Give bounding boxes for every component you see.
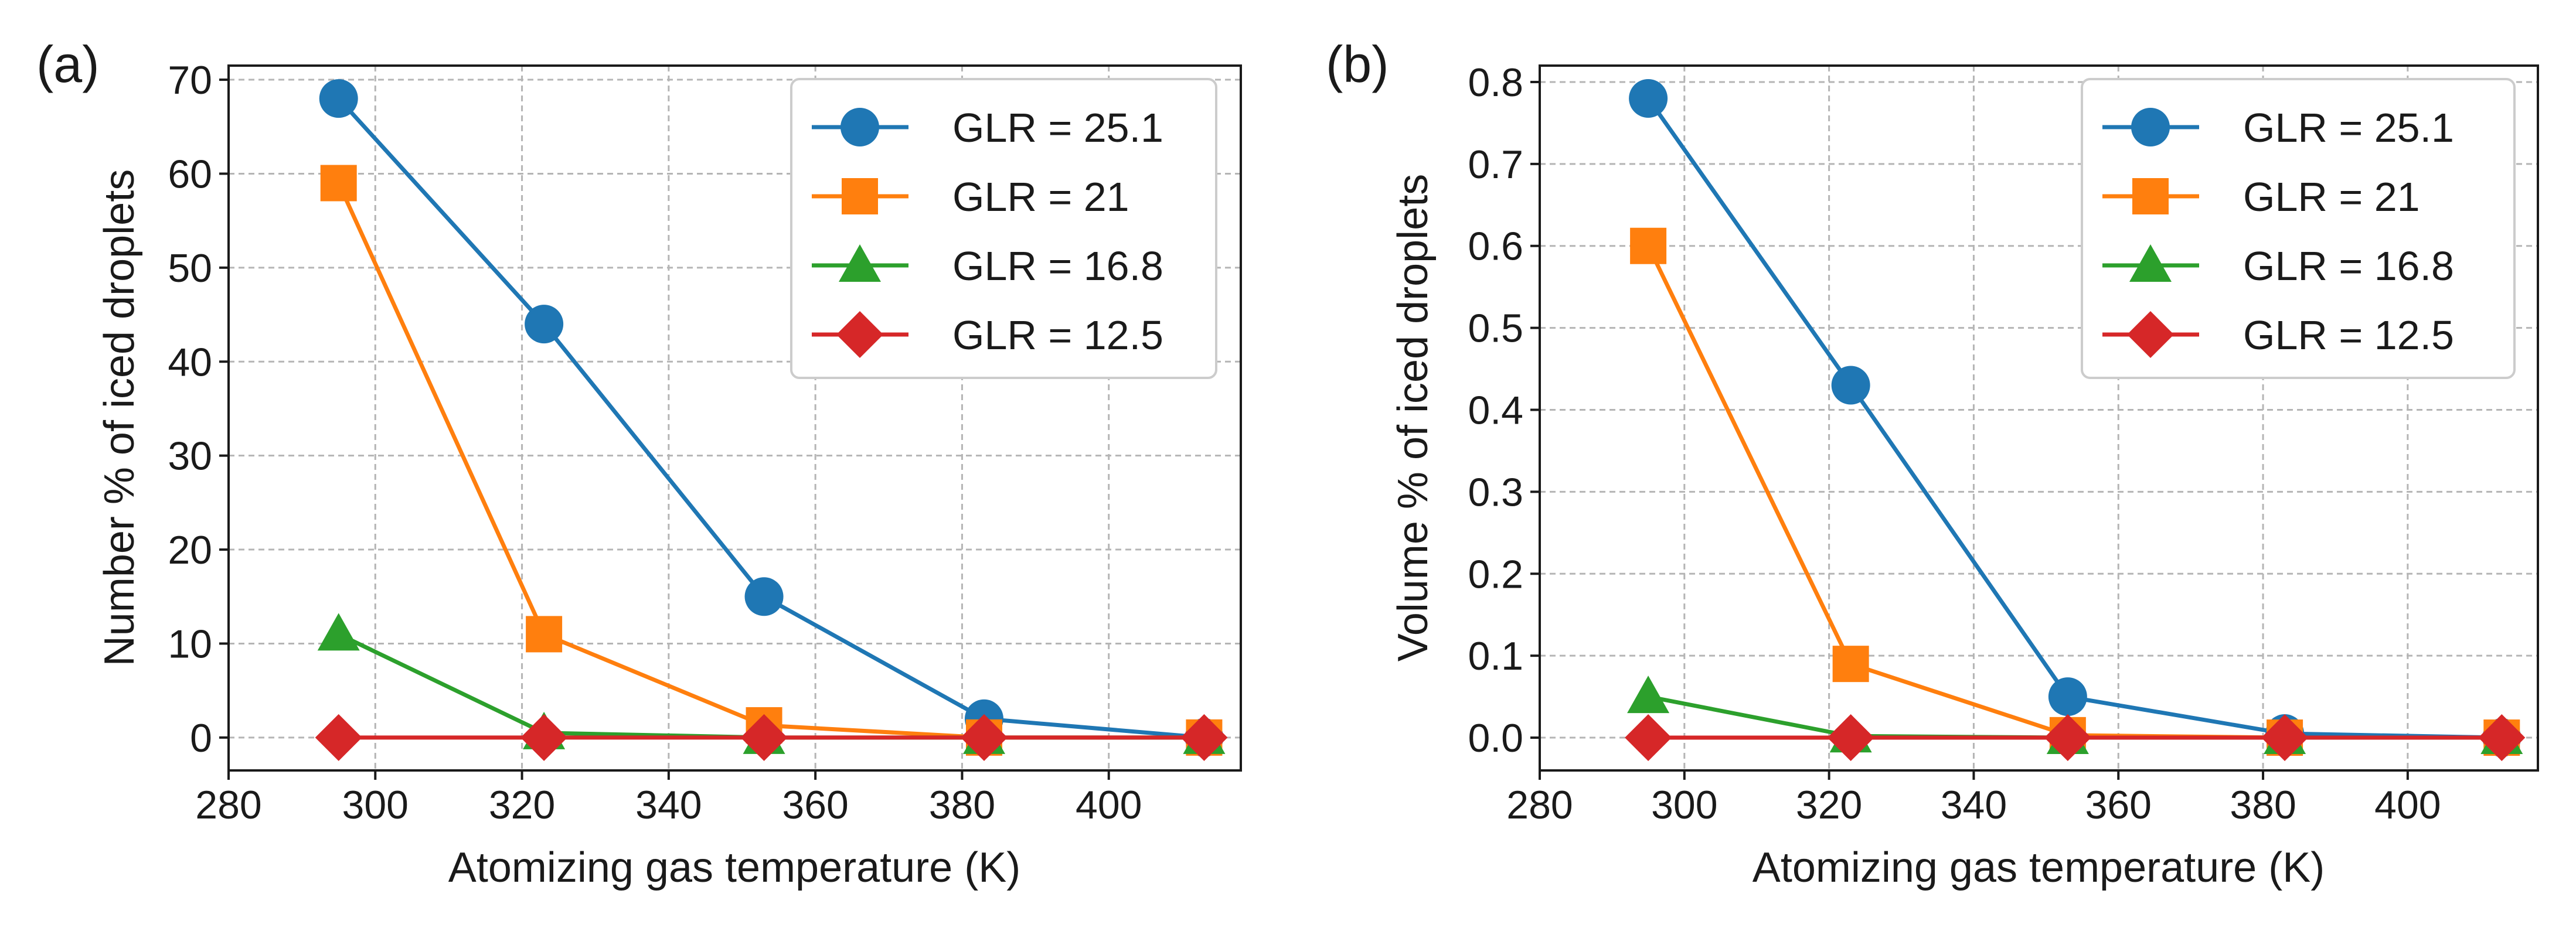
panel-a: (a) 280 300 320 340 360 380 400 0 10 20 30 40 50 60 70… bbox=[36, 35, 1242, 891]
data-point bbox=[526, 616, 563, 653]
x-tick-label: 340 bbox=[635, 783, 702, 827]
data-point bbox=[317, 613, 360, 651]
panel-label: (a) bbox=[36, 35, 100, 93]
x-axis-label: Atomizing gas temperature (K) bbox=[448, 844, 1020, 891]
y-tick-label: 0.7 bbox=[1468, 142, 1523, 187]
y-tick-label: 0.0 bbox=[1468, 716, 1523, 760]
x-tick-label: 380 bbox=[929, 783, 995, 827]
y-tick-label: 50 bbox=[168, 246, 212, 291]
y-tick-label: 0.1 bbox=[1468, 634, 1523, 678]
ticks: 280 300 320 340 360 380 400 0.0 0.1 0.2 0.3 0.4 0.5 0… bbox=[1468, 60, 2441, 827]
y-tick-label: 0.5 bbox=[1468, 306, 1523, 351]
plot-area bbox=[1539, 64, 2539, 772]
y-tick-label: 30 bbox=[168, 434, 212, 479]
y-tick-label: 40 bbox=[168, 340, 212, 384]
data-point bbox=[319, 79, 358, 118]
data-point bbox=[2048, 677, 2087, 717]
data-point bbox=[2044, 714, 2091, 762]
legend-label: GLR = 25.1 bbox=[952, 105, 1163, 151]
data-point bbox=[1629, 79, 1668, 118]
x-tick-label: 320 bbox=[1796, 783, 1862, 827]
data-point bbox=[2478, 714, 2526, 762]
y-tick-label: 60 bbox=[168, 152, 212, 196]
x-tick-label: 360 bbox=[2085, 783, 2152, 827]
legend-label: GLR = 16.8 bbox=[2243, 243, 2454, 289]
legend-marker bbox=[839, 244, 881, 282]
legend-marker bbox=[2127, 311, 2174, 358]
x-tick-label: 280 bbox=[1506, 783, 1573, 827]
y-tick-label: 20 bbox=[168, 528, 212, 572]
data-point bbox=[2261, 714, 2309, 762]
data-point bbox=[1831, 366, 1870, 405]
legend-marker bbox=[2131, 108, 2170, 146]
y-tick-label: 0.2 bbox=[1468, 552, 1523, 596]
legend: GLR = 25.1 GLR = 21 GLR = 16.8 GLR = 12.5 bbox=[790, 78, 1217, 379]
y-axis-label: Number % of iced droplets bbox=[96, 169, 143, 666]
y-tick-label: 0.6 bbox=[1468, 224, 1523, 269]
legend-marker bbox=[836, 311, 883, 358]
legend-label: GLR = 21 bbox=[2243, 174, 2420, 220]
y-tick-label: 70 bbox=[168, 58, 212, 103]
legend-marker bbox=[2132, 178, 2169, 214]
x-tick-label: 300 bbox=[1651, 783, 1717, 827]
data-point bbox=[960, 714, 1008, 761]
y-tick-label: 0.8 bbox=[1468, 60, 1523, 105]
series-layer bbox=[315, 79, 1228, 761]
legend-marker bbox=[842, 178, 878, 214]
panel-label: (b) bbox=[1326, 35, 1389, 93]
data-point bbox=[1832, 646, 1869, 683]
plot-area bbox=[227, 64, 1242, 772]
data-point bbox=[740, 714, 788, 761]
legend-frame bbox=[790, 78, 1217, 379]
y-tick-label: 0.4 bbox=[1468, 388, 1523, 433]
x-tick-label: 360 bbox=[782, 783, 848, 827]
data-point bbox=[1827, 714, 1874, 762]
legend-label: GLR = 21 bbox=[952, 174, 1129, 220]
legend-label: GLR = 12.5 bbox=[2243, 312, 2454, 358]
x-tick-label: 400 bbox=[1076, 783, 1142, 827]
y-tick-label: 0 bbox=[190, 716, 212, 760]
legend-marker bbox=[2129, 244, 2172, 282]
legend-label: GLR = 25.1 bbox=[2243, 105, 2454, 151]
legend-label: GLR = 16.8 bbox=[952, 243, 1163, 289]
x-tick-label: 400 bbox=[2374, 783, 2441, 827]
x-axis-label: Atomizing gas temperature (K) bbox=[1753, 844, 2325, 891]
data-point bbox=[744, 577, 784, 616]
legend-marker bbox=[840, 108, 879, 146]
data-point bbox=[1627, 676, 1670, 714]
x-tick-label: 300 bbox=[342, 783, 409, 827]
x-tick-label: 280 bbox=[195, 783, 261, 827]
legend: GLR = 25.1 GLR = 21 GLR = 16.8 GLR = 12.5 bbox=[2081, 78, 2516, 379]
data-point bbox=[525, 305, 564, 344]
legend-label: GLR = 12.5 bbox=[952, 312, 1163, 358]
x-tick-label: 380 bbox=[2230, 783, 2296, 827]
panel-b: (b) 280 300 320 340 360 380 400 0.0 0.1 0.2 0.3 0.4… bbox=[1326, 35, 2539, 891]
y-axis-label: Volume % of iced droplets bbox=[1390, 174, 1437, 661]
legend-frame bbox=[2081, 78, 2516, 379]
y-tick-label: 10 bbox=[168, 622, 212, 666]
x-tick-label: 320 bbox=[489, 783, 555, 827]
data-point bbox=[1180, 714, 1228, 761]
data-point bbox=[315, 714, 362, 761]
series-layer bbox=[1625, 79, 2526, 762]
data-point bbox=[320, 165, 357, 202]
data-point bbox=[1630, 227, 1667, 264]
ticks: 280 300 320 340 360 380 400 0 10 20 30 40 50 60 70 bbox=[168, 58, 1142, 827]
x-tick-label: 340 bbox=[1941, 783, 2007, 827]
data-point bbox=[1625, 714, 1672, 762]
data-point bbox=[520, 714, 568, 761]
y-tick-label: 0.3 bbox=[1468, 470, 1523, 514]
